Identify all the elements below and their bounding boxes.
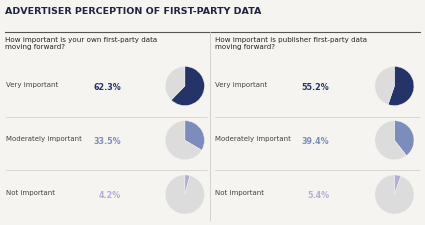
Wedge shape (165, 121, 202, 160)
Wedge shape (165, 67, 185, 101)
Wedge shape (171, 67, 204, 106)
Text: 5.4%: 5.4% (307, 190, 329, 199)
Text: 4.2%: 4.2% (99, 190, 121, 199)
Text: How important is publisher first-party data
moving forward?: How important is publisher first-party d… (215, 37, 367, 50)
Wedge shape (185, 121, 204, 151)
Wedge shape (394, 175, 401, 195)
Wedge shape (394, 121, 414, 156)
Text: How important is your own first-party data
moving forward?: How important is your own first-party da… (5, 37, 157, 50)
Wedge shape (388, 67, 414, 106)
Wedge shape (375, 175, 414, 214)
Text: 39.4%: 39.4% (302, 136, 329, 145)
Text: Very important: Very important (215, 81, 267, 87)
Wedge shape (375, 67, 394, 105)
Text: Not important: Not important (6, 189, 55, 195)
Text: Very important: Very important (6, 81, 59, 87)
Wedge shape (165, 175, 204, 214)
Text: Moderately important: Moderately important (6, 135, 82, 141)
Wedge shape (375, 121, 406, 160)
Text: ADVERTISER PERCEPTION OF FIRST-PARTY DATA: ADVERTISER PERCEPTION OF FIRST-PARTY DAT… (5, 7, 261, 16)
Text: 62.3%: 62.3% (94, 82, 121, 91)
Text: Moderately important: Moderately important (215, 135, 291, 141)
Wedge shape (185, 175, 190, 195)
Text: 55.2%: 55.2% (302, 82, 329, 91)
Text: Not important: Not important (215, 189, 264, 195)
Text: 33.5%: 33.5% (94, 136, 121, 145)
